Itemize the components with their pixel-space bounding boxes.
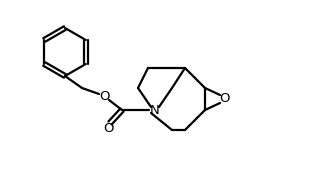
- Text: O: O: [99, 90, 109, 103]
- Text: O: O: [220, 93, 230, 105]
- Text: N: N: [150, 103, 160, 117]
- Text: O: O: [103, 122, 113, 135]
